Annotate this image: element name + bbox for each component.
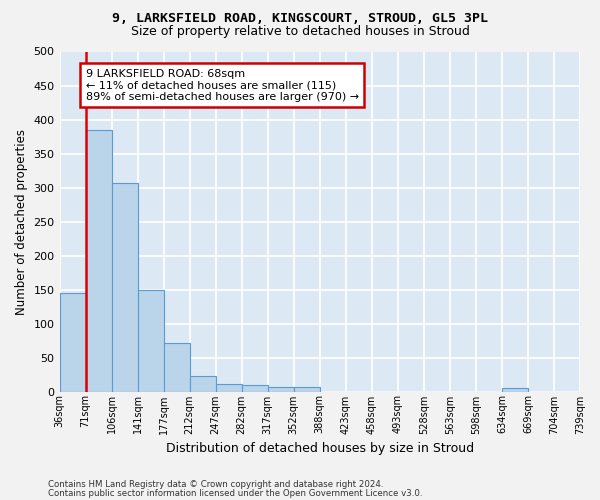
Text: Contains public sector information licensed under the Open Government Licence v3: Contains public sector information licen… xyxy=(48,490,422,498)
Text: 9 LARKSFIELD ROAD: 68sqm
← 11% of detached houses are smaller (115)
89% of semi-: 9 LARKSFIELD ROAD: 68sqm ← 11% of detach… xyxy=(86,68,359,102)
Bar xyxy=(164,342,190,392)
Bar xyxy=(502,388,528,392)
Bar xyxy=(215,384,242,392)
Text: Contains HM Land Registry data © Crown copyright and database right 2024.: Contains HM Land Registry data © Crown c… xyxy=(48,480,383,489)
Text: 9, LARKSFIELD ROAD, KINGSCOURT, STROUD, GL5 3PL: 9, LARKSFIELD ROAD, KINGSCOURT, STROUD, … xyxy=(112,12,488,26)
X-axis label: Distribution of detached houses by size in Stroud: Distribution of detached houses by size … xyxy=(166,442,474,455)
Bar xyxy=(59,293,86,392)
Bar xyxy=(86,130,112,392)
Bar xyxy=(268,388,294,392)
Text: Size of property relative to detached houses in Stroud: Size of property relative to detached ho… xyxy=(131,25,469,38)
Bar xyxy=(137,290,164,392)
Bar xyxy=(294,388,320,392)
Bar xyxy=(242,384,268,392)
Bar xyxy=(190,376,215,392)
Bar xyxy=(112,182,137,392)
Y-axis label: Number of detached properties: Number of detached properties xyxy=(15,128,28,314)
